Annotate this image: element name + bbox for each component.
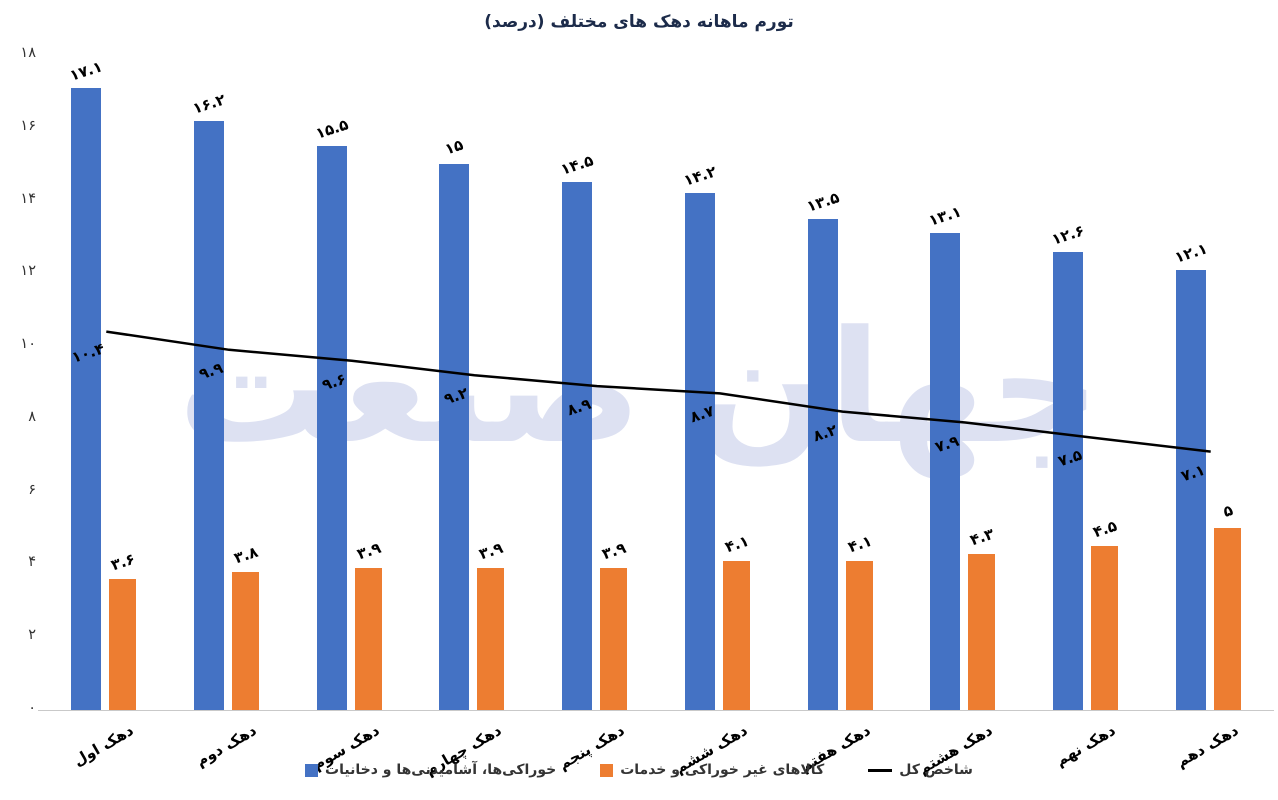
bar-nonfood-services <box>1090 546 1118 710</box>
bar-nonfood-services <box>600 568 628 710</box>
legend-label: کالاهای غیر خوراکی و خدمات <box>620 762 825 778</box>
bar-food-beverages-tobacco <box>439 164 470 710</box>
y-axis-tick-label: ۱۰ <box>20 336 36 353</box>
y-axis-tick-label: ۶ <box>28 481 36 498</box>
x-axis-category-label: دهک هشتم <box>915 721 996 778</box>
bar-nonfood-services <box>477 568 505 710</box>
x-axis-category-label: دهک اول <box>70 721 137 770</box>
y-axis-tick-label: ۰ <box>28 700 36 716</box>
y-axis-tick-label: ۸ <box>28 408 36 425</box>
bar-label-food: ۱۲.۱ <box>1172 239 1210 267</box>
bar-nonfood-services <box>354 568 382 710</box>
bar-nonfood-services <box>109 579 137 710</box>
legend-item-2: کالاهای غیر خوراکی و خدمات <box>600 762 824 778</box>
legend-item-3: شاخص کل <box>868 762 973 778</box>
bar-label-food: ۱۶.۲ <box>190 89 228 118</box>
x-axis-category-label: دهک ششم <box>671 721 751 778</box>
y-axis-tick-label: ۱۶ <box>20 117 36 134</box>
bar-label-food: ۱۷.۱ <box>67 57 105 85</box>
legend-item-1: خوراکی‌ها، آشامیدنی‌ها و دخانیات <box>305 762 556 778</box>
bar-food-beverages-tobacco <box>1052 251 1083 710</box>
x-axis-category-label: دهک نهم <box>1052 721 1119 770</box>
y-axis-tick-label: ۱۸ <box>20 45 36 61</box>
bar-food-beverages-tobacco <box>684 193 715 710</box>
legend-color-swatch <box>600 763 614 777</box>
bar-food-beverages-tobacco <box>71 87 102 710</box>
x-axis-category-label: دهک دوم <box>192 721 260 771</box>
bar-food-beverages-tobacco <box>562 182 593 710</box>
bar-label-food: ۱۵.۵ <box>313 115 351 143</box>
x-axis-category-label: دهک پنجم <box>555 721 628 774</box>
bar-nonfood-services <box>1213 528 1241 710</box>
legend-label: شاخص کل <box>899 762 973 778</box>
watermark-jahan-sanat: جهان صنعت <box>177 297 1101 478</box>
y-axis-tick-label: ۲ <box>28 627 36 644</box>
bar-nonfood-services <box>722 560 750 710</box>
bar-label-food: ۱۴.۵ <box>558 151 596 180</box>
y-axis-tick-label: ۱۴ <box>20 190 36 207</box>
bar-label-food: ۱۴.۲ <box>681 162 719 190</box>
bar-food-beverages-tobacco <box>807 218 838 710</box>
bar-food-beverages-tobacco <box>1175 269 1206 710</box>
x-axis-category-label: دهک دهم <box>1172 721 1242 772</box>
y-axis-tick-label: ۱۲ <box>20 263 36 280</box>
bar-food-beverages-tobacco <box>316 145 347 710</box>
bar-nonfood-services <box>232 571 260 710</box>
bar-label-food: ۱۲.۶ <box>1049 220 1087 249</box>
legend-color-swatch <box>305 763 319 777</box>
y-axis-tick-label: ۴ <box>28 554 36 571</box>
bar-food-beverages-tobacco <box>194 120 225 710</box>
legend-line-marker <box>868 768 893 772</box>
legend-label: خوراکی‌ها، آشامیدنی‌ها و دخانیات <box>325 762 557 778</box>
bar-label-food: ۱۳.۱ <box>926 202 964 230</box>
bar-food-beverages-tobacco <box>930 233 961 710</box>
chart-legend: خوراکی‌ها، آشامیدنی‌ها و دخانیات کالاهای … <box>0 762 1278 778</box>
x-axis-category-label: دهک هفتم <box>796 721 874 776</box>
x-axis-category-label: دهک سوم <box>309 721 383 774</box>
bar-nonfood-services <box>845 560 873 710</box>
chart-title: تورم ماهانه دهک های مختلف (درصد) <box>484 12 794 32</box>
x-axis-line <box>38 710 1274 711</box>
bar-label-food: ۱۳.۵ <box>803 188 842 216</box>
bar-nonfood-services <box>968 553 996 710</box>
x-axis-category-label: دهک چهارم <box>422 721 505 780</box>
bar-label-food: ۱۵ <box>442 135 466 159</box>
